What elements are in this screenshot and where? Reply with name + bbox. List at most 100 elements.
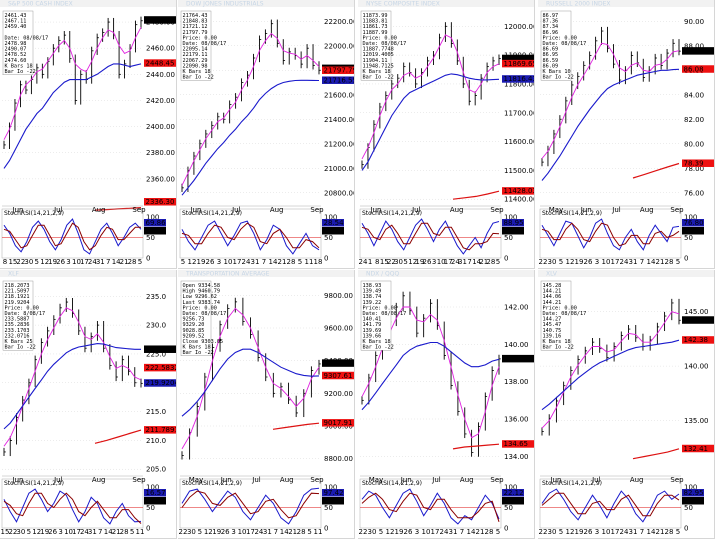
stoch-tag-bg: [322, 497, 344, 505]
chart-title: TRANSPORTATION AVERAGE: [185, 271, 270, 278]
x-tick-label: 17: [431, 528, 440, 536]
info-box-line: 11873.99: [363, 13, 388, 19]
chart-svg: NYSE COMPOSITE INDEX12000.0011900.001180…: [358, 0, 535, 266]
stoch-axis-label: 0: [504, 525, 508, 533]
info-box-line: 11861.73: [363, 24, 388, 30]
stoch-d-line: [541, 222, 680, 247]
ma-mid-line: [181, 79, 320, 196]
x-tick-label: 7: [262, 258, 266, 266]
price-tag-bg: [682, 444, 714, 453]
chart-panel: NYSE COMPOSITE INDEX12000.0011900.001180…: [358, 0, 535, 269]
info-box-line: 22090.98: [183, 63, 208, 69]
stoch-d-line: [181, 222, 320, 249]
x-tick-label: 30: [368, 528, 377, 536]
stoch-title: StochRSI(14,21,2,9): [182, 210, 242, 217]
chart-panel: DOW JONES INDUSTRIALS 22200.00 22000.00 218…: [178, 0, 355, 269]
x-tick-label: 5: [676, 528, 680, 536]
price-tag-bg: [144, 379, 176, 387]
month-label: Aug: [630, 476, 644, 484]
chart-svg: TRANSPORTATION AVERAGE9800.009600.009400…: [178, 270, 354, 536]
stoch-frame: [539, 478, 682, 529]
info-box-line: 139.16: [543, 333, 562, 339]
chart-panel: TRANSPORTATION AVERAGE9800.009600.009400…: [178, 270, 355, 539]
x-tick-label: 31: [251, 258, 260, 266]
info-box-line: 145.47: [543, 322, 562, 328]
info-box-line: Bar Io -22: [543, 75, 574, 81]
stoch-axis-label: 50: [324, 504, 333, 512]
info-box-line: 2490.07: [5, 47, 27, 53]
x-tick-label: 18: [314, 258, 323, 266]
x-tick-label: 14: [280, 528, 289, 536]
info-box-line: 87.36: [543, 19, 559, 25]
price-axis-label: 11400.00: [504, 196, 535, 204]
price-tag: 21797.79: [324, 67, 356, 75]
stoch-title: StochRSI(14,21,2,9): [362, 210, 422, 217]
info-box-line: Open 9334.58: [183, 283, 220, 289]
info-box-line: Date: 08/08/17: [363, 311, 407, 317]
ma-slow-line: [452, 190, 500, 200]
x-tick-label: 26: [48, 528, 57, 536]
title-bar: [358, 0, 534, 7]
info-box-line: Price: 0.00: [543, 35, 577, 41]
stoch-axis-label: 0: [324, 255, 328, 263]
x-tick-label: 10: [72, 258, 81, 266]
month-label: Sep: [670, 206, 684, 214]
month-label: Jun: [12, 206, 24, 214]
chart-title: NYSE COMPOSITE INDEX: [366, 1, 440, 8]
stoch-tag: 97.42: [324, 489, 344, 497]
info-box-line: Price: 0.00: [543, 305, 577, 311]
price-tag-bg: [502, 75, 534, 83]
x-tick-label: 15: [1, 528, 10, 536]
month-label: Aug: [92, 476, 106, 484]
x-tick-label: 14: [104, 528, 113, 536]
price-tag: 2481.43: [146, 16, 175, 24]
ma-slow-line: [632, 162, 680, 179]
stoch-frame: [179, 478, 322, 529]
price-axis-label: 20800.00: [324, 189, 355, 197]
info-box-line: 86.09: [543, 63, 559, 69]
x-tick-label: 26: [404, 528, 413, 536]
stoch-tag-bg: [502, 489, 524, 497]
stoch-frame: [359, 478, 502, 529]
price-axis-label: 9600.00: [324, 325, 353, 333]
x-tick-label: 26: [584, 528, 593, 536]
price-axis-label: 2360.00: [146, 175, 175, 183]
stoch-k-line: [541, 218, 680, 251]
stoch-axis-label: 100: [684, 484, 697, 492]
price-axis-label: 11700.00: [504, 109, 535, 117]
x-tick-label: 17: [72, 528, 81, 536]
ma-mid-line: [361, 341, 500, 411]
info-box-line: 139.69: [363, 328, 382, 334]
title-bar: [178, 0, 354, 7]
x-tick-label: 26: [221, 528, 230, 536]
x-tick-label: 12: [386, 528, 395, 536]
stoch-tag-bg: [144, 489, 166, 497]
info-box-line: 22067.29: [183, 58, 208, 64]
x-tick-label: 22: [539, 258, 548, 266]
month-label: Jun: [580, 206, 592, 214]
price-axis-label: 230.0: [146, 322, 166, 330]
info-box-line: 11883.81: [363, 19, 388, 25]
month-label: Jul: [53, 206, 63, 214]
stoch-tag-bg: [322, 489, 344, 497]
x-tick-label: 21: [288, 528, 297, 536]
x-tick-label: 11: [136, 528, 145, 536]
stoch-tag: 15.01: [324, 227, 344, 235]
price-tag: 139.22: [504, 355, 529, 363]
stoch-k-line: [361, 218, 500, 255]
info-box: [180, 280, 212, 357]
price-tag: 78.39: [684, 159, 704, 167]
x-tick-label: 17: [80, 258, 89, 266]
price-axis-label: 235.0: [146, 293, 166, 301]
stoch-k-line: [3, 488, 142, 525]
month-label: Jul: [591, 476, 601, 484]
price-tag: 134.65: [504, 440, 529, 448]
x-tick-label: 26: [422, 258, 431, 266]
price-axis-label: 11600.00: [504, 138, 535, 146]
x-tick-label: 10: [422, 528, 431, 536]
x-tick-label: 3: [595, 258, 599, 266]
x-tick-label: 21: [656, 258, 665, 266]
x-tick-label: 26: [56, 258, 65, 266]
info-box-line: 140.75: [543, 328, 562, 334]
chart-panel: XLF235.0230.0225.0220.0215.0210.0205.022…: [0, 270, 177, 539]
